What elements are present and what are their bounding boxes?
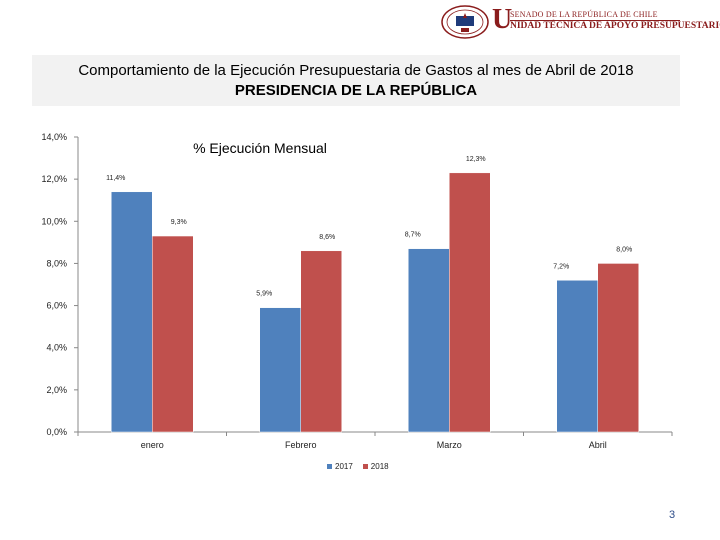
data-label-2018-marzo: 12,3% bbox=[466, 156, 486, 163]
header-divider bbox=[510, 20, 680, 21]
x-tick-label: Febrero bbox=[285, 440, 317, 450]
unit-name: NIDAD TÉCNICA DE APOYO PRESUPUESTARIO bbox=[510, 21, 720, 31]
bar-2018-abril bbox=[597, 263, 639, 433]
legend-swatch-2018 bbox=[362, 464, 368, 469]
legend-item-2018: 2018 bbox=[362, 462, 389, 471]
y-tick-label: 4,0% bbox=[46, 343, 67, 353]
legend-item-2017: 2017 bbox=[327, 462, 353, 471]
title-line-1: Comportamiento de la Ejecución Presupues… bbox=[78, 62, 634, 79]
legend-swatch-2017 bbox=[327, 464, 332, 469]
legend-label-2018: 2018 bbox=[370, 462, 389, 471]
slide-title: Comportamiento de la Ejecución Presupues… bbox=[32, 55, 680, 106]
org-name: SENADO DE LA REPÚBLICA DE CHILE bbox=[510, 10, 658, 19]
y-tick-label: 8,0% bbox=[46, 258, 67, 268]
page-number: 3 bbox=[669, 509, 676, 521]
bar-2018-febrero bbox=[300, 250, 342, 433]
data-label-2018-febrero: 8,6% bbox=[319, 234, 335, 241]
data-label-2017-febrero: 5,9% bbox=[256, 291, 272, 298]
bar-2017-marzo bbox=[408, 248, 450, 433]
bar-2017-abril bbox=[556, 280, 598, 433]
chart-legend: 2017 2018 bbox=[327, 462, 389, 471]
y-tick-label: 6,0% bbox=[46, 301, 67, 311]
data-label-2018-enero: 9,3% bbox=[171, 219, 187, 226]
y-tick-label: 2,0% bbox=[46, 385, 67, 395]
title-line-2: PRESIDENCIA DE LA REPÚBLICA bbox=[234, 82, 478, 99]
data-label-2017-enero: 11,4% bbox=[106, 175, 125, 182]
data-label-2018-abril: 8,0% bbox=[616, 246, 632, 253]
y-tick-label: 0,0% bbox=[46, 427, 67, 437]
x-tick-label: Abril bbox=[589, 440, 607, 450]
chart-title: % Ejecución Mensual bbox=[193, 140, 327, 156]
y-tick-label: 10,0% bbox=[41, 216, 67, 226]
data-label-2017-marzo: 8,7% bbox=[405, 232, 421, 239]
y-tick-label: 12,0% bbox=[41, 174, 67, 184]
x-tick-label: enero bbox=[141, 440, 164, 450]
bar-2018-marzo bbox=[449, 172, 491, 433]
senate-seal-icon bbox=[441, 5, 489, 39]
bar-2017-febrero bbox=[259, 307, 301, 433]
legend-label-2017: 2017 bbox=[335, 462, 353, 471]
org-initial: U bbox=[492, 4, 513, 35]
bar-2017-enero bbox=[111, 191, 153, 433]
bar-2018-enero bbox=[152, 235, 194, 433]
y-tick-label: 14,0% bbox=[41, 132, 67, 142]
x-tick-label: Marzo bbox=[437, 440, 462, 450]
data-label-2017-abril: 7,2% bbox=[553, 263, 569, 270]
